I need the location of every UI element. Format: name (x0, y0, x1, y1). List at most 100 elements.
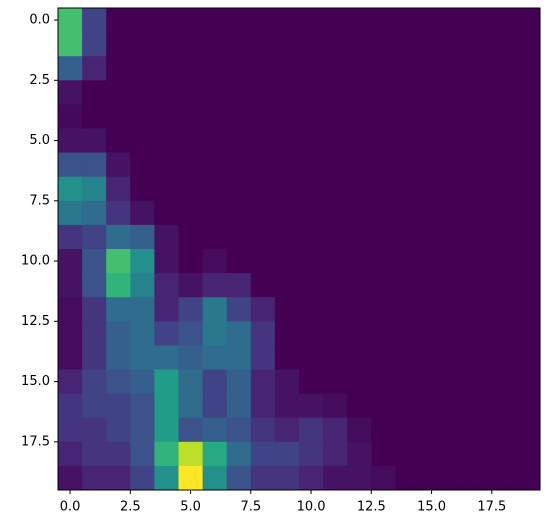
heatmap-cell (202, 8, 228, 33)
heatmap-cell (82, 80, 107, 105)
heatmap-cell (82, 8, 107, 33)
heatmap-cell (274, 200, 300, 226)
heatmap-cell (515, 441, 541, 467)
heatmap-cell (106, 249, 131, 274)
heatmap-cell (491, 56, 517, 81)
heatmap-cell (419, 200, 445, 226)
heatmap-cell (347, 297, 372, 322)
heatmap-cell (299, 224, 324, 250)
x-tick-label: 10.0 (297, 500, 326, 515)
heatmap-cell (491, 128, 517, 154)
heatmap-cell (274, 224, 300, 250)
heatmap-cell (371, 176, 396, 202)
heatmap-cell (443, 176, 469, 202)
heatmap-cell (443, 297, 469, 322)
heatmap-cell (323, 200, 348, 226)
heatmap-cell (202, 32, 228, 57)
heatmap-cell (130, 369, 155, 395)
heatmap-cell (58, 128, 83, 154)
heatmap-cell (178, 152, 204, 178)
heatmap-cell (467, 128, 493, 154)
heatmap-cell (419, 224, 445, 250)
x-tick-label: 2.5 (120, 500, 141, 515)
heatmap-cell (178, 321, 204, 346)
heatmap-cell (419, 465, 445, 491)
heatmap-cell (226, 104, 252, 129)
heatmap-cell (299, 176, 324, 202)
heatmap-cell (154, 465, 179, 491)
heatmap-cell (154, 224, 179, 250)
heatmap-cell (467, 417, 493, 443)
heatmap-cell (347, 393, 372, 419)
heatmap-cell (106, 8, 131, 33)
heatmap-cell (347, 80, 372, 105)
heatmap-cell (515, 465, 541, 491)
heatmap-cell (58, 273, 83, 298)
heatmap-cell (299, 152, 324, 178)
heatmap-cell (419, 176, 445, 202)
heatmap-cell (323, 393, 348, 419)
heatmap-cell (226, 417, 252, 443)
heatmap-cell (443, 152, 469, 178)
heatmap-cell (274, 297, 300, 322)
heatmap-cell (443, 321, 469, 346)
heatmap-cell (371, 417, 396, 443)
heatmap-cell (443, 345, 469, 370)
heatmap-cell (323, 249, 348, 274)
heatmap-cell (419, 345, 445, 370)
y-tick-label: 17.5 (21, 434, 50, 449)
heatmap-cell (274, 249, 300, 274)
heatmap-cell (178, 8, 204, 33)
heatmap-cell (274, 441, 300, 467)
heatmap-cell (395, 176, 420, 202)
heatmap-cell (419, 104, 445, 129)
heatmap-cell (202, 128, 228, 154)
x-tick-label: 5.0 (180, 500, 201, 515)
heatmap-cell (130, 441, 155, 467)
heatmap-cell (178, 176, 204, 202)
heatmap-cell (274, 273, 300, 298)
y-tick-label: 10.0 (21, 254, 50, 269)
heatmap-cell (443, 32, 469, 57)
heatmap-cell (178, 369, 204, 395)
heatmap-cell (226, 224, 252, 250)
heatmap-cell (274, 345, 300, 370)
heatmap-cell (299, 345, 324, 370)
heatmap-cell (299, 80, 324, 105)
heatmap-cell (347, 441, 372, 467)
heatmap-cell (130, 321, 155, 346)
heatmap-cell (250, 465, 276, 491)
heatmap-cell (154, 80, 179, 105)
heatmap-cell (491, 224, 517, 250)
heatmap-cell (467, 32, 493, 57)
y-tick-label: 7.5 (29, 193, 50, 208)
heatmap-cell (82, 441, 107, 467)
heatmap-cell (443, 369, 469, 395)
heatmap-cell (419, 417, 445, 443)
heatmap-cell (226, 273, 252, 298)
heatmap-cell (58, 369, 83, 395)
heatmap-cell (395, 465, 420, 491)
heatmap-cell (515, 176, 541, 202)
heatmap-cell (202, 104, 228, 129)
heatmap-cell (58, 200, 83, 226)
heatmap-cell (467, 104, 493, 129)
heatmap-cell (226, 8, 252, 33)
heatmap-cell (467, 297, 493, 322)
heatmap-cell (371, 200, 396, 226)
heatmap-cell (419, 128, 445, 154)
heatmap-cell (515, 321, 541, 346)
heatmap-cell (371, 8, 396, 33)
heatmap-cell (274, 128, 300, 154)
heatmap-cell (274, 8, 300, 33)
heatmap-cell (515, 8, 541, 33)
heatmap-cell (130, 128, 155, 154)
heatmap-cell (82, 393, 107, 419)
heatmap-cell (226, 321, 252, 346)
heatmap-cell (395, 417, 420, 443)
heatmap-cell (226, 369, 252, 395)
heatmap-cell (202, 176, 228, 202)
heatmap-cell (515, 80, 541, 105)
heatmap-cell (491, 321, 517, 346)
